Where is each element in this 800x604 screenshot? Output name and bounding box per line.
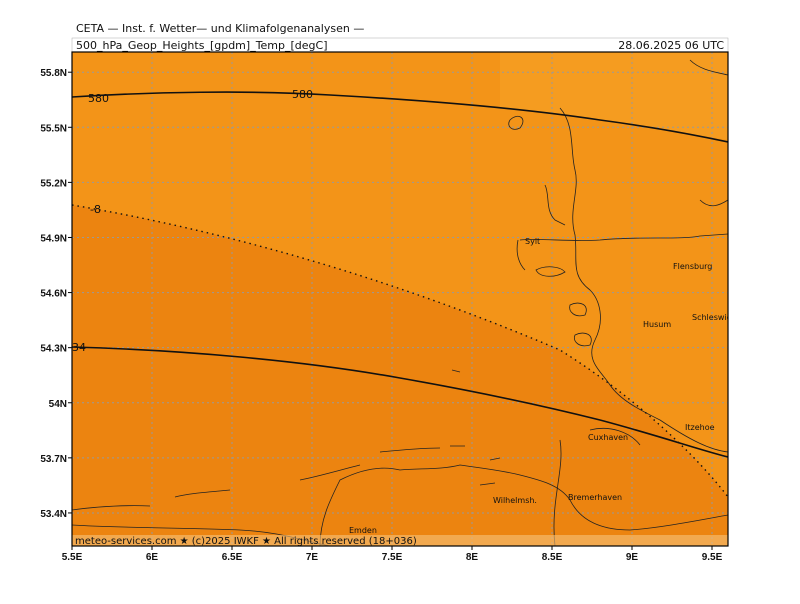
lat-tick-label: 54N [49,399,67,410]
temp-shade-warm [72,205,728,546]
lat-tick-label: 54.9N [40,233,67,244]
lat-tick-label: 55.5N [40,123,67,134]
map-area: 580 580 -8 34 Sylt Flensburg Schleswig H… [72,52,732,547]
lat-tick-label: 53.7N [40,454,67,465]
lon-tick-label: 6E [146,552,159,563]
footer: meteo-services.com ★ (c)2025 IWKF ★ All … [75,536,417,547]
lat-tick-label: 53.4N [40,509,67,520]
lat-tick-label: 54.6N [40,289,67,300]
contour-534 [72,346,728,458]
contour-label: -8 [90,203,101,216]
source: CETA — Inst. f. Wetter— und Klimafolgena… [76,22,364,35]
place: Flensburg [673,262,712,271]
lon-tick-label: 9E [626,552,639,563]
lon-tick-label: 9.5E [702,552,723,563]
lat-tick-label: 55.8N [40,68,67,79]
place: Itzehoe [685,423,715,432]
contour-580 [72,91,728,143]
lon-tick-label: 8E [466,552,479,563]
lat-tick-label: 55.2N [40,178,67,189]
place: Husum [643,320,671,329]
contour-label: 580 [292,88,313,101]
place: Bremerhaven [568,493,622,502]
place: Sylt [525,237,540,246]
contour-label: 580 [88,92,109,105]
lat-tick-label: 54.3N [40,344,67,355]
isotherm-minus8 [72,204,728,498]
temp-shade-cool [500,52,728,140]
coastlines [72,59,728,546]
map-frame [71,51,729,547]
valid-time: 28.06.2025 06 UTC [618,39,724,52]
place: Emden [349,526,377,535]
lon-tick-label: 8.5E [542,552,563,563]
place: Cuxhaven [588,433,628,442]
lon-tick-label: 7E [306,552,319,563]
place: Wilhelmsh. [493,496,537,505]
footer-band [72,535,728,546]
field: 500_hPa_Geop_Heights_[gpdm]_Temp_[degC] [76,39,328,52]
lon-tick-label: 6.5E [222,552,243,563]
contour-label: 34 [72,341,86,354]
lon-tick-label: 7.5E [382,552,403,563]
lon-tick-label: 5.5E [62,552,83,563]
place: Schleswig [692,313,732,322]
